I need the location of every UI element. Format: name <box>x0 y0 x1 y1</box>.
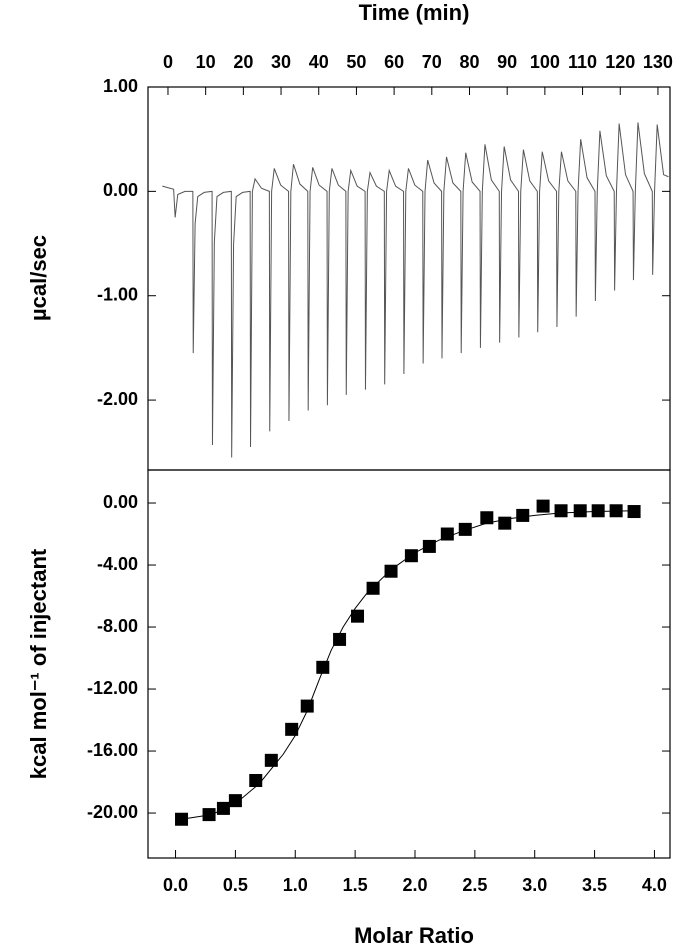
y-tick-label: 0.00 <box>103 492 138 512</box>
data-point <box>384 564 398 578</box>
y-tick-label: 1.00 <box>103 76 138 96</box>
data-point <box>422 539 436 553</box>
y-tick-label: -4.00 <box>97 554 138 574</box>
x-tick-label: 1.0 <box>283 875 308 895</box>
data-point <box>228 794 242 808</box>
data-point <box>216 801 230 815</box>
data-point <box>480 511 494 525</box>
data-point <box>591 504 605 518</box>
x-tick-label: 60 <box>384 52 404 72</box>
y-tick-label: -8.00 <box>97 616 138 636</box>
data-point <box>249 773 263 787</box>
x-tick-label: 3.5 <box>582 875 607 895</box>
x-tick-label: 40 <box>309 52 329 72</box>
data-point <box>285 722 299 736</box>
y-tick-label: 0.00 <box>103 180 138 200</box>
y-tick-label: -2.00 <box>97 389 138 409</box>
plot-frame <box>147 469 671 859</box>
x-axis-title: Time (min) <box>359 0 470 25</box>
y-tick-label: -20.00 <box>87 802 138 822</box>
plot-frame <box>147 86 671 471</box>
y-tick-label: -1.00 <box>97 284 138 304</box>
x-tick-label: 0.0 <box>163 875 188 895</box>
data-point <box>333 632 347 646</box>
x-tick-label: 50 <box>346 52 366 72</box>
x-tick-label: 0 <box>163 52 173 72</box>
x-tick-label: 4.0 <box>642 875 667 895</box>
data-point <box>440 527 454 541</box>
data-point <box>516 508 530 522</box>
y-tick-label: -16.00 <box>87 740 138 760</box>
x-tick-label: 120 <box>605 52 635 72</box>
x-tick-label: 2.0 <box>402 875 427 895</box>
x-tick-label: 10 <box>196 52 216 72</box>
data-point <box>458 522 472 536</box>
x-tick-label: 1.5 <box>343 875 368 895</box>
x-tick-label: 3.0 <box>522 875 547 895</box>
y-axis-title: µcal/sec <box>26 235 51 321</box>
data-point <box>573 504 587 518</box>
x-tick-label: 130 <box>643 52 673 72</box>
data-point <box>536 499 550 513</box>
x-axis-title: Molar Ratio <box>354 923 474 948</box>
data-point <box>264 753 278 767</box>
x-tick-label: 2.5 <box>462 875 487 895</box>
y-tick-label: -12.00 <box>87 678 138 698</box>
x-tick-label: 90 <box>497 52 517 72</box>
x-tick-label: 100 <box>530 52 560 72</box>
x-tick-label: 110 <box>568 52 597 72</box>
x-tick-label: 70 <box>422 52 442 72</box>
data-line <box>162 122 669 458</box>
x-tick-label: 30 <box>271 52 291 72</box>
data-point <box>554 504 568 518</box>
data-point <box>366 581 380 595</box>
y-axis-title: kcal mol⁻¹ of injectant <box>26 548 51 779</box>
data-point <box>627 505 641 519</box>
x-tick-label: 20 <box>233 52 253 72</box>
x-tick-label: 80 <box>459 52 479 72</box>
data-line <box>181 510 635 820</box>
x-tick-label: 0.5 <box>223 875 248 895</box>
data-point <box>351 609 365 623</box>
